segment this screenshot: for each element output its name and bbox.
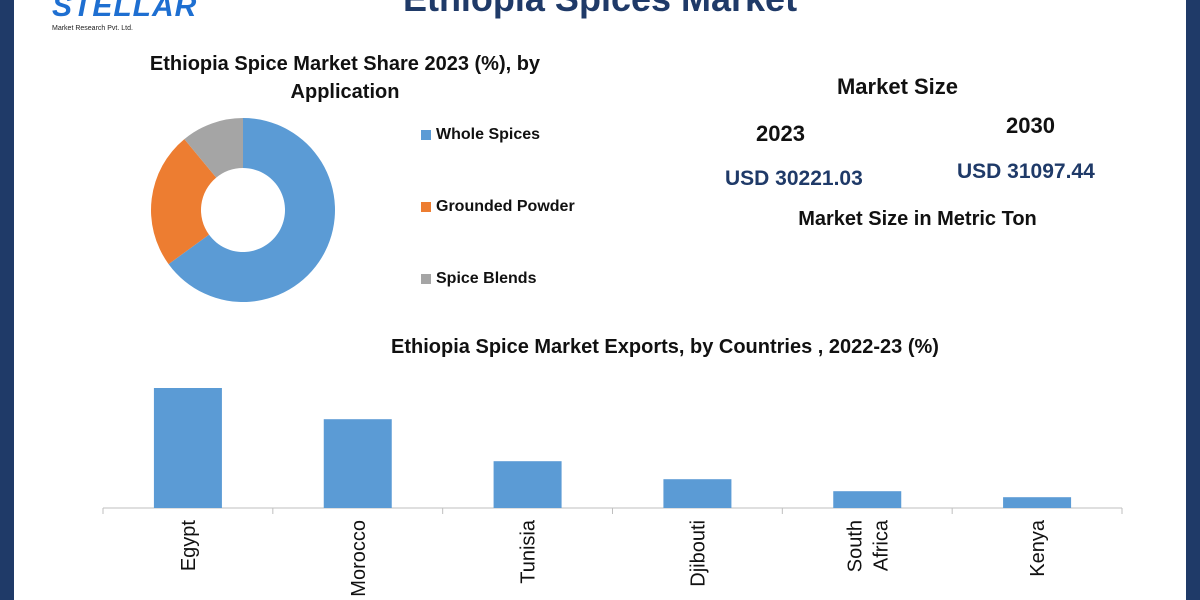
x-tick-label: Tunisia — [518, 519, 540, 584]
market-size-unit-note: Market Size in Metric Ton — [798, 208, 1037, 230]
legend-item-spice-blends: Spice Blends — [421, 270, 536, 288]
bar-kenya — [1003, 497, 1072, 508]
bar-south-africa — [833, 491, 902, 508]
market-size-year-2023: 2023 — [756, 121, 805, 146]
slice-grounded-powder — [151, 139, 217, 265]
bar-tunisia — [493, 461, 562, 508]
legend-label: Grounded Powder — [436, 198, 575, 215]
market-size-year-2030: 2030 — [1006, 113, 1055, 138]
bar-chart: Egypt Morocco Tunisia Djibouti South Africa Ke… — [102, 388, 1123, 597]
left-frame-border — [0, 0, 14, 600]
bar-djibouti — [663, 479, 732, 508]
logo-subtext: Market Research Pvt. Ltd. — [52, 25, 133, 32]
legend-item-grounded-powder: Grounded Powder — [421, 198, 575, 216]
bar-egypt — [153, 388, 222, 508]
donut-chart — [151, 118, 335, 302]
x-tick-label: Morocco — [348, 520, 370, 597]
slice-whole-spices — [168, 118, 335, 302]
legend-swatch — [421, 130, 431, 140]
legend-item-whole-spices: Whole Spices — [421, 126, 540, 144]
x-tick-label: Egypt — [178, 520, 200, 572]
legend-swatch — [421, 274, 431, 284]
legend-swatch — [421, 202, 431, 212]
x-tick-label: South Africa — [844, 519, 892, 572]
market-size-value-2023: USD 30221.03 — [725, 167, 863, 190]
bar-chart-title: Ethiopia Spice Market Exports, by Countr… — [391, 336, 939, 358]
market-size-title: Market Size — [836, 74, 959, 99]
right-frame-border — [1186, 0, 1200, 600]
donut-chart-title: Ethiopia Spice Market Share 2023 (%), by… — [149, 53, 541, 103]
x-tick-label: Djibouti — [687, 520, 709, 587]
legend-label: Spice Blends — [436, 270, 537, 287]
x-tick-label: Kenya — [1027, 519, 1049, 577]
market-size-value-2030: USD 31097.44 — [957, 160, 1095, 183]
logo: STELLAR — [52, 0, 198, 23]
bar-morocco — [323, 419, 392, 508]
page-title: Ethiopia Spices Market — [0, 0, 1200, 20]
legend-label: Whole Spices — [436, 126, 541, 143]
slice-spice-blends — [184, 118, 243, 178]
